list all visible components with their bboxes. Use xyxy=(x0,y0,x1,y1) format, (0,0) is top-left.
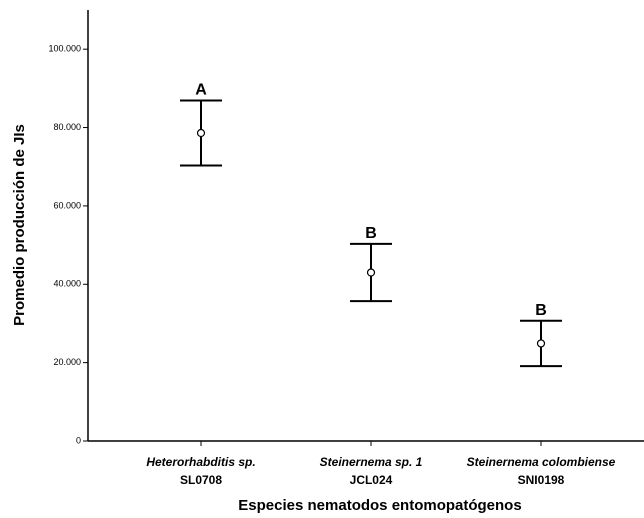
x-axis-title: Especies nematodos entomopatógenos xyxy=(238,497,521,514)
x-tick-label: Heterorhabditis sp. xyxy=(146,455,255,469)
group-letter: B xyxy=(535,302,547,319)
y-tick-label: 60.000 xyxy=(53,200,81,210)
y-tick-label: 20.000 xyxy=(53,357,81,367)
group-letter: B xyxy=(365,225,377,242)
x-tick-label: Steinernema sp. 1 xyxy=(320,455,423,469)
y-tick-label: 0 xyxy=(76,435,81,445)
mean-point xyxy=(536,339,546,348)
y-tick-label: 80.000 xyxy=(53,122,81,132)
mean-point xyxy=(366,268,376,277)
y-axis-title: Promedio producción de JIs xyxy=(11,124,28,326)
x-tick-label-code: SNI0198 xyxy=(518,473,565,487)
x-tick-label-code: JCL024 xyxy=(350,473,393,487)
x-tick-label-code: SL0708 xyxy=(180,473,222,487)
x-tick-label: Steinernema colombiense xyxy=(467,455,616,469)
y-tick-label: 100.000 xyxy=(48,44,81,54)
group-letter: A xyxy=(195,82,207,99)
y-tick-label: 40.000 xyxy=(53,279,81,289)
mean-point xyxy=(196,128,206,138)
